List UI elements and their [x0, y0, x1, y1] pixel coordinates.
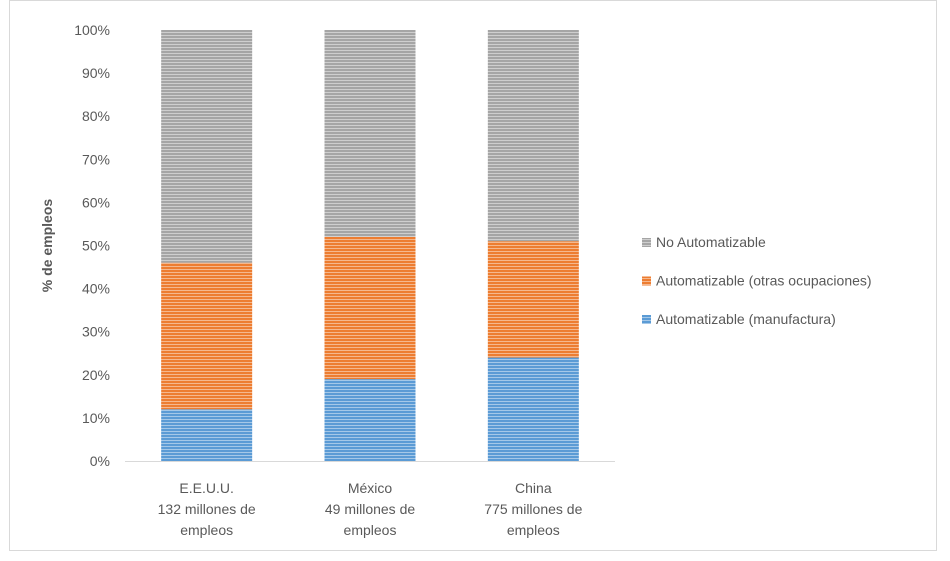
- y-tick-label: 100%: [74, 22, 110, 38]
- x-category-label: 775 millones de: [484, 501, 582, 517]
- x-category-label: empleos: [180, 522, 233, 538]
- bar-segment: [324, 379, 416, 461]
- legend-label: No Automatizable: [656, 234, 766, 250]
- bar-segment: [161, 409, 253, 461]
- y-tick-label: 30%: [82, 324, 110, 340]
- bars: [161, 30, 579, 461]
- y-axis-ticks: 0% 10% 20% 30% 40% 50% 60% 70% 80% 90% 100%: [74, 22, 110, 469]
- x-category-label: empleos: [507, 522, 560, 538]
- y-tick-label: 90%: [82, 65, 110, 81]
- legend-label: Automatizable (otras ocupaciones): [656, 273, 872, 289]
- y-tick-label: 60%: [82, 194, 110, 210]
- legend-label: Automatizable (manufactura): [656, 311, 836, 327]
- bar-segment: [487, 357, 579, 461]
- y-tick-label: 40%: [82, 281, 110, 297]
- x-category-label: 49 millones de: [325, 501, 415, 517]
- bar-segment: [324, 236, 416, 380]
- y-tick-label: 0%: [90, 453, 110, 469]
- y-tick-label: 20%: [82, 367, 110, 383]
- legend: No Automatizable Automatizable (otras ocu…: [642, 234, 872, 327]
- bar-segment: [161, 30, 253, 263]
- legend-swatch: [642, 276, 651, 286]
- x-category-label: México: [348, 480, 393, 496]
- category-labels: E.E.U.U. 132 millones de empleos México 49 m…: [158, 480, 583, 538]
- x-category-label: E.E.U.U.: [179, 480, 233, 496]
- y-axis-title: % de empleos: [39, 199, 55, 293]
- y-tick-label: 50%: [82, 238, 110, 254]
- bar-segment: [487, 241, 579, 358]
- bar-segment: [161, 262, 253, 410]
- x-category-label: 132 millones de: [158, 501, 256, 517]
- y-tick-label: 80%: [82, 108, 110, 124]
- y-tick-label: 10%: [82, 410, 110, 426]
- y-tick-label: 70%: [82, 151, 110, 167]
- bar-segment: [487, 30, 579, 242]
- legend-swatch: [642, 315, 651, 324]
- bar-segment: [324, 30, 416, 237]
- x-category-label: China: [515, 480, 552, 496]
- x-category-label: empleos: [344, 522, 397, 538]
- legend-swatch: [642, 238, 651, 247]
